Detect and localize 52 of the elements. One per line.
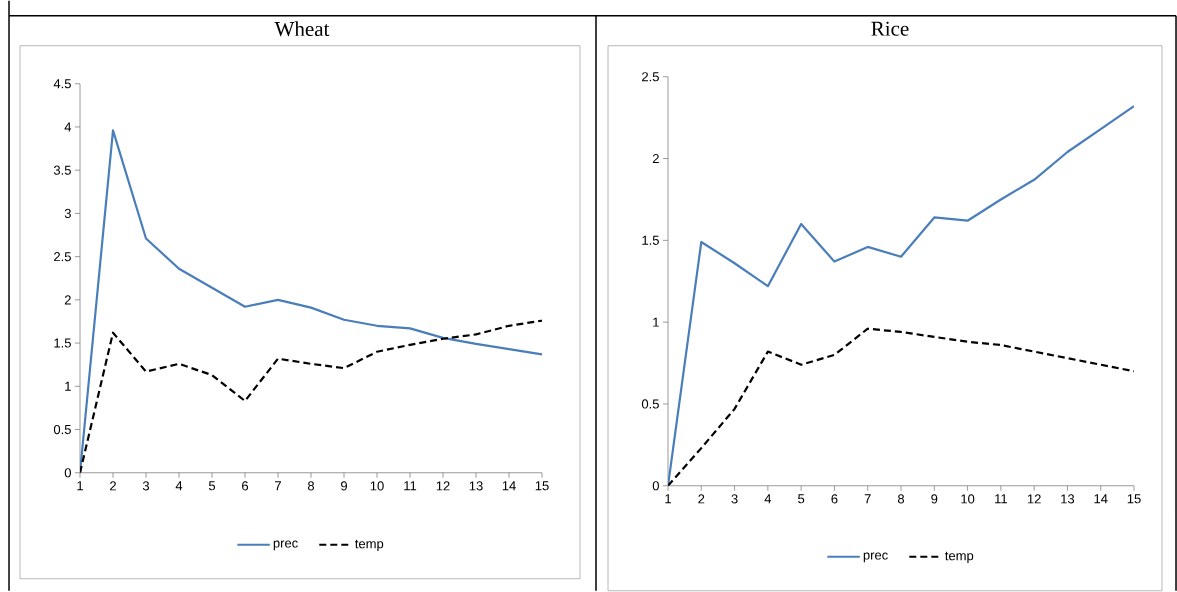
y-tick-label: 2.5 xyxy=(642,72,659,82)
x-tick-label: 10 xyxy=(961,494,975,504)
x-tick-label: 3 xyxy=(142,481,150,491)
x-tick-label: 14 xyxy=(1094,494,1108,504)
y-tick-label: 0.5 xyxy=(53,425,71,435)
x-tick-label: 1 xyxy=(665,494,671,504)
x-tick-label: 4 xyxy=(764,494,772,504)
x-tick-label: 7 xyxy=(864,494,871,504)
x-tick-label: 9 xyxy=(931,494,938,504)
x-tick-label: 13 xyxy=(1061,494,1075,504)
x-tick-label: 4 xyxy=(175,481,183,491)
legend-label: prec xyxy=(863,552,888,563)
y-tick-label: 1 xyxy=(65,382,71,392)
x-tick-label: 15 xyxy=(1127,494,1141,504)
x-tick-label: 3 xyxy=(731,494,738,504)
legend-label: prec xyxy=(273,540,298,551)
x-tick-label: 6 xyxy=(242,481,249,491)
y-tick-label: 2.5 xyxy=(54,252,71,262)
y-tick-label: 0 xyxy=(652,481,659,491)
chart-title: Rice xyxy=(871,21,909,37)
x-tick-label: 2 xyxy=(110,481,116,491)
x-tick-label: 12 xyxy=(1027,494,1041,504)
legend-label: temp xyxy=(355,540,384,552)
x-tick-label: 12 xyxy=(436,481,450,491)
x-tick-label: 7 xyxy=(275,481,281,491)
y-tick-label: 3.5 xyxy=(53,165,71,176)
y-tick-label: 0.5 xyxy=(641,399,659,409)
x-tick-label: 6 xyxy=(831,494,838,504)
y-tick-label: 4.5 xyxy=(53,79,71,89)
x-tick-label: 13 xyxy=(469,481,483,491)
x-tick-label: 8 xyxy=(307,481,315,491)
x-tick-label: 14 xyxy=(502,481,516,491)
x-tick-label: 5 xyxy=(208,481,216,491)
chart-title: Wheat xyxy=(274,21,330,37)
x-tick-label: 5 xyxy=(798,494,805,504)
x-tick-label: 1 xyxy=(77,481,83,491)
x-tick-label: 2 xyxy=(698,494,705,504)
y-tick-label: 4 xyxy=(64,122,72,132)
x-tick-label: 8 xyxy=(897,494,905,504)
y-tick-label: 2 xyxy=(652,154,659,164)
x-tick-label: 11 xyxy=(995,494,1007,504)
y-tick-label: 1.5 xyxy=(54,338,71,348)
x-tick-label: 10 xyxy=(370,481,384,491)
x-tick-label: 11 xyxy=(404,481,417,491)
y-tick-label: 1.5 xyxy=(642,236,659,246)
y-tick-label: 1 xyxy=(653,317,659,327)
y-tick-label: 0 xyxy=(64,468,71,478)
legend-label: temp xyxy=(945,552,974,564)
x-tick-label: 15 xyxy=(535,481,549,491)
y-tick-label: 3 xyxy=(64,209,71,219)
y-tick-label: 2 xyxy=(64,295,71,305)
x-tick-label: 9 xyxy=(341,481,348,491)
